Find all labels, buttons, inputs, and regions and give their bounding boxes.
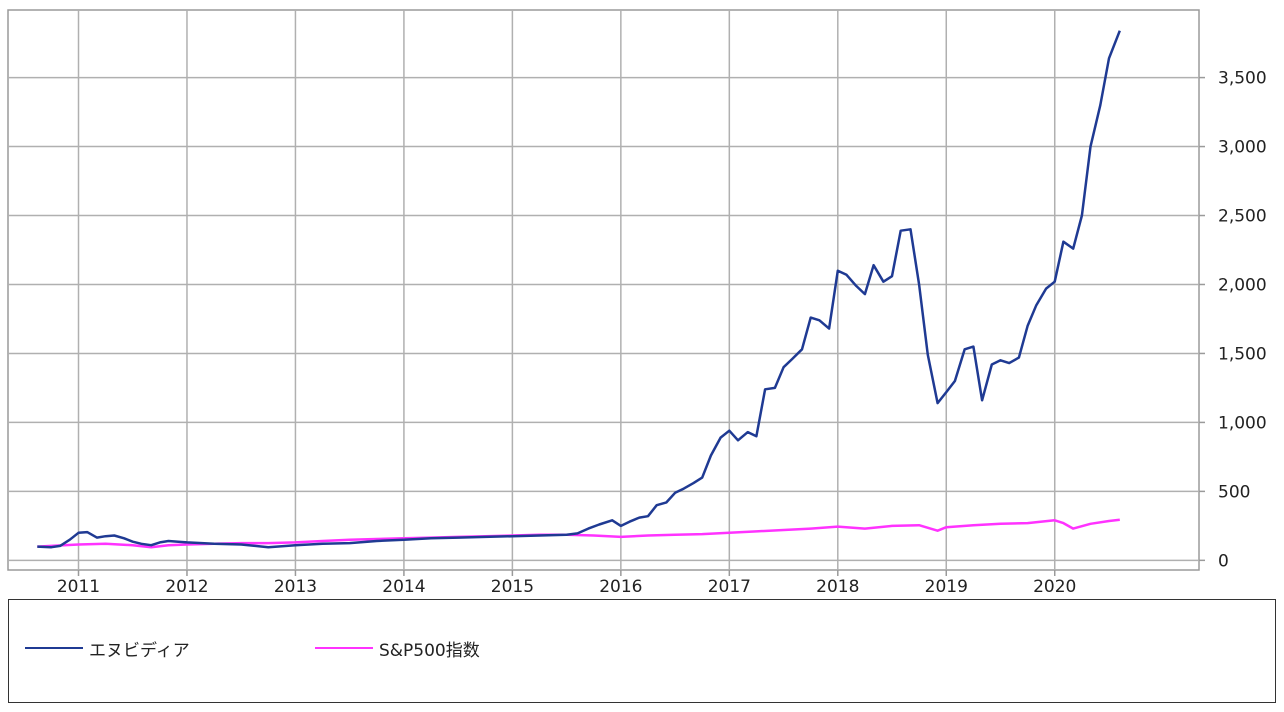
- x-tick-label: 2014: [382, 577, 425, 597]
- legend-swatch-sp500: [315, 647, 373, 649]
- legend-entry-nvidia: エヌビディア: [25, 636, 190, 661]
- legend-label-nvidia: エヌビディア: [89, 640, 190, 661]
- y-tick-label: 0: [1218, 551, 1229, 571]
- gridlines: [8, 10, 1199, 570]
- x-tick-label: 2012: [165, 577, 208, 597]
- series-line-nvidia: [37, 30, 1121, 549]
- y-tick-label: 1,000: [1218, 413, 1267, 433]
- legend-swatch-nvidia: [25, 647, 83, 649]
- legend-label-sp500: S&P500指数: [379, 640, 480, 661]
- x-tick-label: 2019: [925, 577, 968, 597]
- series-layer: [37, 30, 1121, 549]
- y-tick-label: 500: [1218, 482, 1250, 502]
- x-tick-label: 2020: [1033, 577, 1076, 597]
- y-tick-label: 2,500: [1218, 207, 1267, 227]
- y-tick-label: 3,500: [1218, 69, 1267, 89]
- legend: エヌビディア S&P500指数: [8, 599, 1276, 703]
- y-tick-label: 2,000: [1218, 275, 1267, 295]
- y-tick-label: 1,500: [1218, 344, 1267, 364]
- x-tick-label: 2015: [491, 577, 534, 597]
- plot-area: [7, 9, 1200, 571]
- legend-entry-sp500: S&P500指数: [315, 636, 480, 661]
- x-axis: 2011 2012 2013 2014 2015 2016 2017 2018 2019 2020: [57, 570, 1076, 597]
- y-tick-label: 3,000: [1218, 138, 1267, 158]
- x-tick-label: 2016: [599, 577, 642, 597]
- chart: 2011 2012 2013 2014 2015 2016 2017 2018 2019 2020…: [7, 9, 1267, 597]
- x-tick-label: 2017: [708, 577, 751, 597]
- x-tick-label: 2013: [274, 577, 317, 597]
- y-axis: 0 500 1,000 1,500 2,000 2,500 3,000 3,500: [1199, 69, 1267, 571]
- x-tick-label: 2018: [816, 577, 859, 597]
- x-tick-label: 2011: [57, 577, 100, 597]
